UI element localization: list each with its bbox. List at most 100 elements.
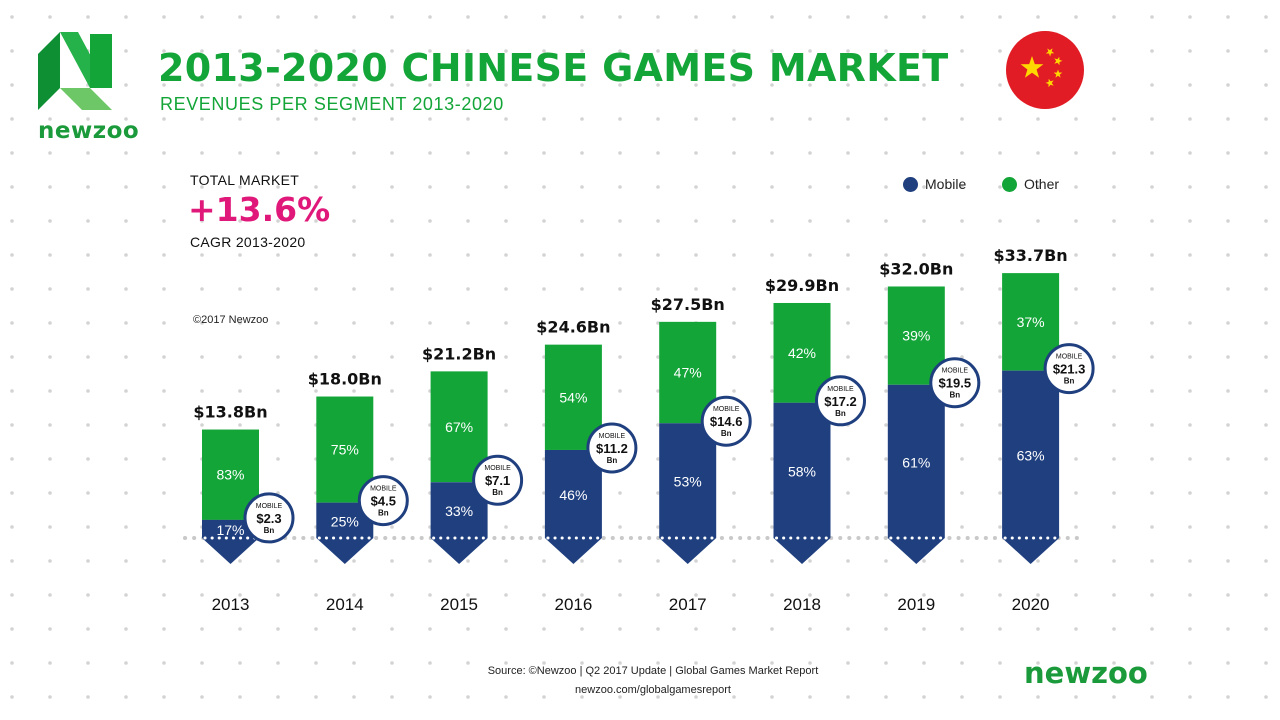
background-dot: [1188, 151, 1192, 155]
background-dot: [276, 355, 280, 359]
background-dot: [390, 15, 394, 19]
background-dot: [124, 661, 128, 665]
background-dot: [1112, 321, 1116, 325]
background-dot: [656, 287, 660, 291]
background-dot: [1112, 185, 1116, 189]
total-market-label: TOTAL MARKET: [190, 172, 300, 188]
background-dot: [1036, 117, 1040, 121]
background-dot: [200, 49, 204, 53]
footer-newzoo-logo: newzoo: [1024, 656, 1148, 690]
background-dot: [770, 151, 774, 155]
background-dot: [846, 151, 850, 155]
background-dot: [466, 185, 470, 189]
background-dot: [124, 491, 128, 495]
background-dot: [1188, 559, 1192, 563]
background-dot: [656, 117, 660, 121]
background-dot: [960, 287, 964, 291]
mobile-badge-unit: Bn: [264, 526, 275, 535]
background-dot: [238, 593, 242, 597]
background-dot: [618, 321, 622, 325]
background-dot: [1150, 83, 1154, 87]
background-dot: [504, 559, 508, 563]
background-dot: [998, 423, 1002, 427]
background-dot: [504, 219, 508, 223]
background-dot: [504, 627, 508, 631]
background-dot: [276, 593, 280, 597]
background-dot: [694, 83, 698, 87]
mobile-badge-circle: [815, 375, 866, 427]
background-dot: [504, 321, 508, 325]
background-dot: [808, 219, 812, 223]
background-dot: [656, 457, 660, 461]
background-dot: [504, 695, 508, 699]
background-dot: [86, 491, 90, 495]
background-dot: [162, 457, 166, 461]
background-dot: [162, 559, 166, 563]
background-dot: [162, 423, 166, 427]
background-dot: [1036, 661, 1040, 665]
background-dot: [656, 15, 660, 19]
mobile-badge-circle: [1043, 343, 1095, 395]
background-dot: [922, 117, 926, 121]
background-dot: [694, 627, 698, 631]
background-dot: [1188, 389, 1192, 393]
background-dot: [504, 389, 508, 393]
background-dot: [1112, 15, 1116, 19]
background-dot: [1036, 15, 1040, 19]
background-dot: [1074, 593, 1078, 597]
background-dot: [884, 151, 888, 155]
background-dot: [390, 83, 394, 87]
mobile-badge-unit: Bn: [1064, 377, 1075, 386]
background-dot: [884, 457, 888, 461]
background-dot: [1036, 559, 1040, 563]
background-dot: [618, 151, 622, 155]
background-dot: [352, 287, 356, 291]
legend-mobile-swatch: [903, 176, 918, 192]
background-dot: [770, 525, 774, 529]
bar-mobile-2013: [202, 519, 259, 564]
background-dot: [86, 525, 90, 529]
background-dot: [124, 423, 128, 427]
background-dot: [656, 355, 660, 359]
background-dot: [1074, 695, 1078, 699]
background-dot: [732, 695, 736, 699]
background-dot: [466, 355, 470, 359]
background-dot: [1226, 491, 1230, 495]
mobile-percent-2018: 58%: [788, 463, 816, 479]
flag-small-star: [1045, 48, 1055, 57]
background-dot: [846, 695, 850, 699]
background-dot: [352, 49, 356, 53]
background-dot: [48, 219, 52, 223]
background-dot: [48, 185, 52, 189]
background-dot: [428, 695, 432, 699]
background-dot: [1074, 457, 1078, 461]
total-market-cagr-value: +13.6%: [188, 190, 331, 229]
background-dot: [276, 423, 280, 427]
background-dot: [1188, 117, 1192, 121]
background-dot: [580, 83, 584, 87]
background-dot: [960, 321, 964, 325]
background-dot: [162, 83, 166, 87]
background-dot: [1112, 525, 1116, 529]
background-dot: [1264, 49, 1268, 53]
background-dot: [998, 83, 1002, 87]
background-dot: [618, 593, 622, 597]
background-dot: [884, 627, 888, 631]
background-dot: [694, 559, 698, 563]
background-dot: [1226, 695, 1230, 699]
background-dot: [124, 695, 128, 699]
background-dot: [238, 423, 242, 427]
mobile-badge-title: MOBILE: [599, 433, 626, 440]
background-dot: [314, 355, 318, 359]
other-percent-2014: 75%: [331, 442, 359, 458]
background-dot: [656, 661, 660, 665]
background-dot: [1226, 627, 1230, 631]
background-dot: [732, 389, 736, 393]
background-dot: [162, 185, 166, 189]
background-dot: [542, 185, 546, 189]
mobile-percent-2017: 53%: [674, 474, 702, 490]
mobile-badge-2013: MOBILE$2.3Bn: [243, 492, 295, 544]
background-dot: [542, 83, 546, 87]
background-dot: [618, 525, 622, 529]
